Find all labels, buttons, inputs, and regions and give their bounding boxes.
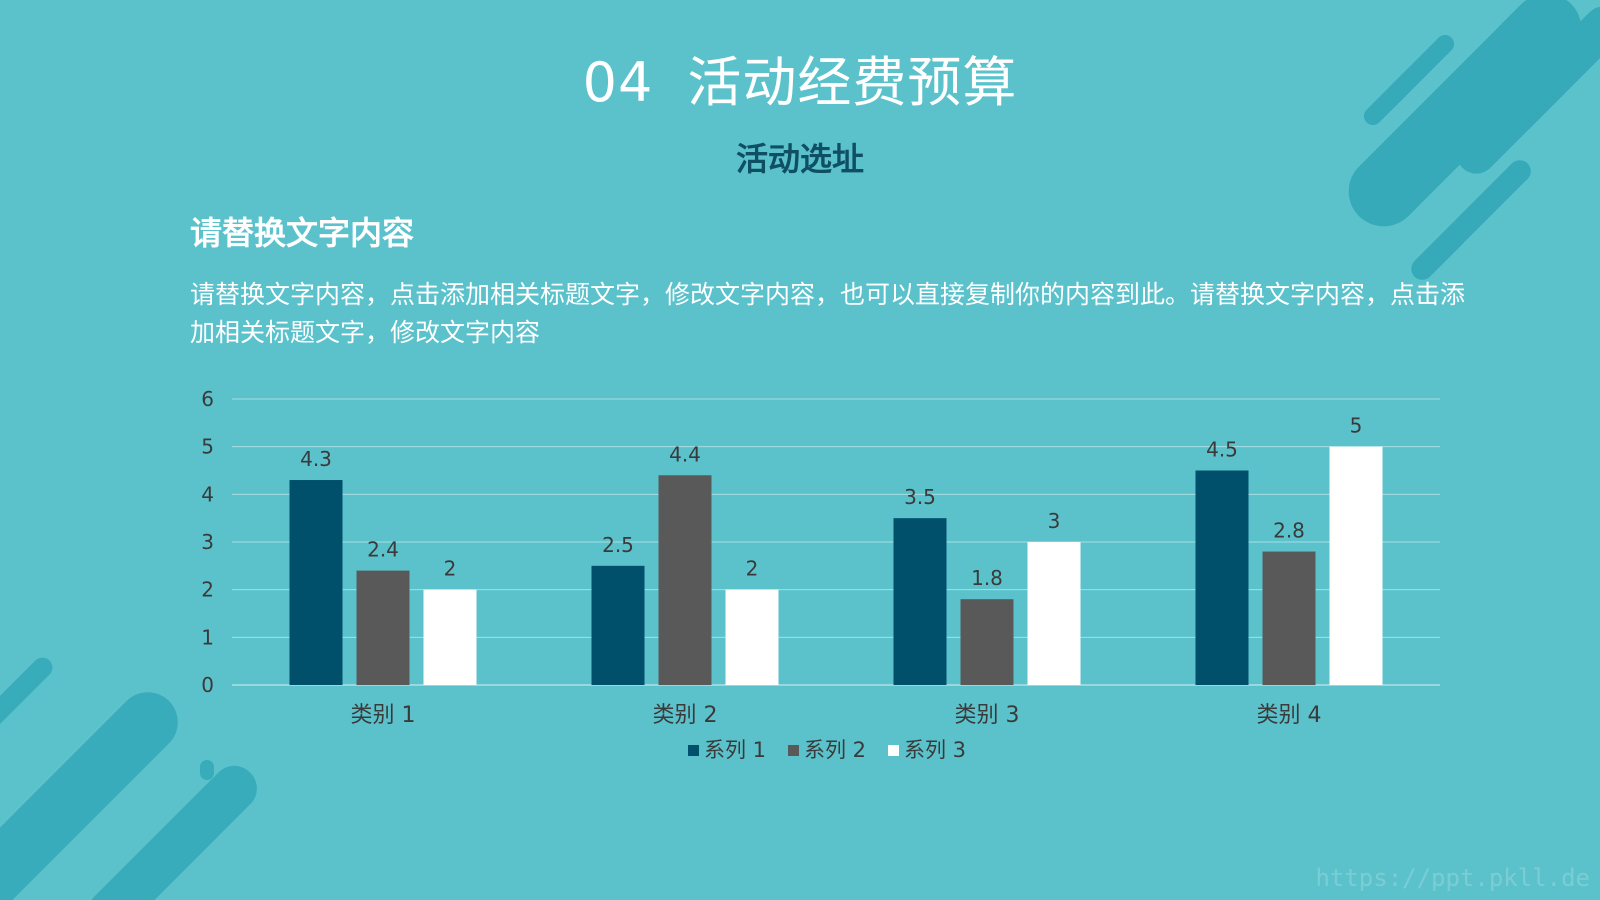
legend-swatch <box>788 745 799 756</box>
data-label: 2.5 <box>602 533 634 557</box>
x-tick-label: 类别 3 <box>955 703 1020 728</box>
data-label: 5 <box>1350 414 1363 438</box>
data-label: 2.8 <box>1273 519 1305 543</box>
data-label: 2 <box>746 557 759 581</box>
bar <box>423 589 477 685</box>
data-label: 3.5 <box>904 485 936 509</box>
bar <box>893 518 947 685</box>
data-label: 3 <box>1048 509 1061 533</box>
data-label: 2.4 <box>367 538 399 562</box>
bar <box>356 570 410 685</box>
x-tick-label: 类别 2 <box>653 703 718 728</box>
legend-label: 系列 2 <box>804 738 866 762</box>
data-label: 4.4 <box>669 442 701 466</box>
bar <box>1195 470 1249 685</box>
y-tick-label: 4 <box>201 482 214 506</box>
y-tick-label: 2 <box>201 578 214 602</box>
y-tick-label: 1 <box>201 625 214 649</box>
bar <box>1027 542 1081 685</box>
legend-label: 系列 1 <box>704 738 766 762</box>
bar <box>1262 551 1316 685</box>
bar <box>289 480 343 685</box>
data-label: 2 <box>444 557 457 581</box>
title-text: 活动经费预算 <box>687 51 1018 114</box>
bar <box>591 565 645 685</box>
y-tick-label: 3 <box>201 530 214 554</box>
data-label: 1.8 <box>971 566 1003 590</box>
x-tick-label: 类别 4 <box>1257 703 1322 728</box>
y-tick-label: 5 <box>201 435 214 459</box>
slide-title: 04 活动经费预算 <box>0 38 1600 117</box>
bar <box>725 589 779 685</box>
bar <box>1329 446 1383 685</box>
y-tick-label: 0 <box>201 673 214 697</box>
title-number: 04 <box>582 51 654 114</box>
y-tick-label: 6 <box>201 387 214 411</box>
slide-subtitle: 活动选址 <box>735 140 864 178</box>
watermark: https://ppt.pkll.de <box>1315 864 1590 892</box>
data-label: 4.3 <box>300 447 332 471</box>
bar <box>658 475 712 685</box>
content-body: 请替换文字内容，点击添加相关标题文字，修改文字内容，也可以直接复制你的内容到此。… <box>190 280 1466 347</box>
legend-label: 系列 3 <box>904 738 966 762</box>
content-heading: 请替换文字内容 <box>190 214 415 252</box>
bar <box>960 599 1014 685</box>
x-tick-label: 类别 1 <box>351 703 416 728</box>
data-label: 4.5 <box>1206 438 1238 462</box>
legend-swatch <box>688 745 699 756</box>
legend-swatch <box>888 745 899 756</box>
